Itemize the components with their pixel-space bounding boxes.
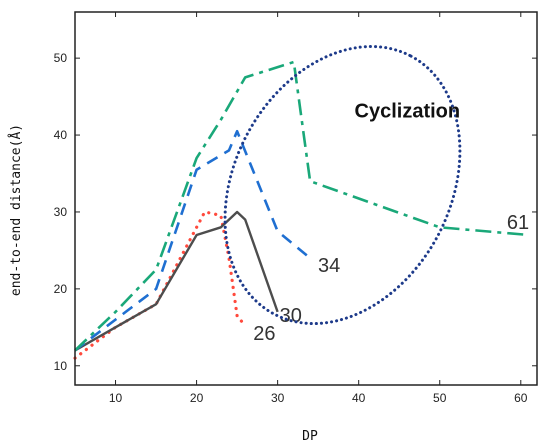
y-tick-label: 50 [54,51,68,65]
y-tick-label: 30 [54,205,68,219]
x-tick-label: 40 [352,391,366,405]
x-tick-label: 20 [190,391,204,405]
annotation-cyclization: Cyclization [355,100,461,122]
x-axis-title: DP [302,429,318,444]
cyclization-ellipse [223,45,462,326]
axes: 10 20 30 40 50 60 10 20 30 40 50 [54,11,538,405]
y-axis-title: end-to-end distance(Å) [8,124,24,296]
series-label-30: 30 [280,305,302,327]
y-tick-label: 10 [54,359,68,373]
x-tick-label: 30 [271,391,285,405]
plot-frame [74,11,538,386]
series-label-26: 26 [253,323,275,345]
series-label-34: 34 [318,255,340,277]
annotation-layer: Cyclization [223,45,462,326]
y-tick-label: 40 [54,128,68,142]
series-line-30 [74,210,279,352]
x-tick-label: 50 [433,391,447,405]
x-tick-label: 60 [514,391,528,405]
series-label-61: 61 [507,212,529,234]
y-tick-label: 20 [54,282,68,296]
x-tick-label: 10 [109,391,123,405]
series-line-61 [74,60,530,352]
series-line-34 [74,129,311,352]
series-layer [73,60,530,360]
series-line-26 [73,210,247,360]
